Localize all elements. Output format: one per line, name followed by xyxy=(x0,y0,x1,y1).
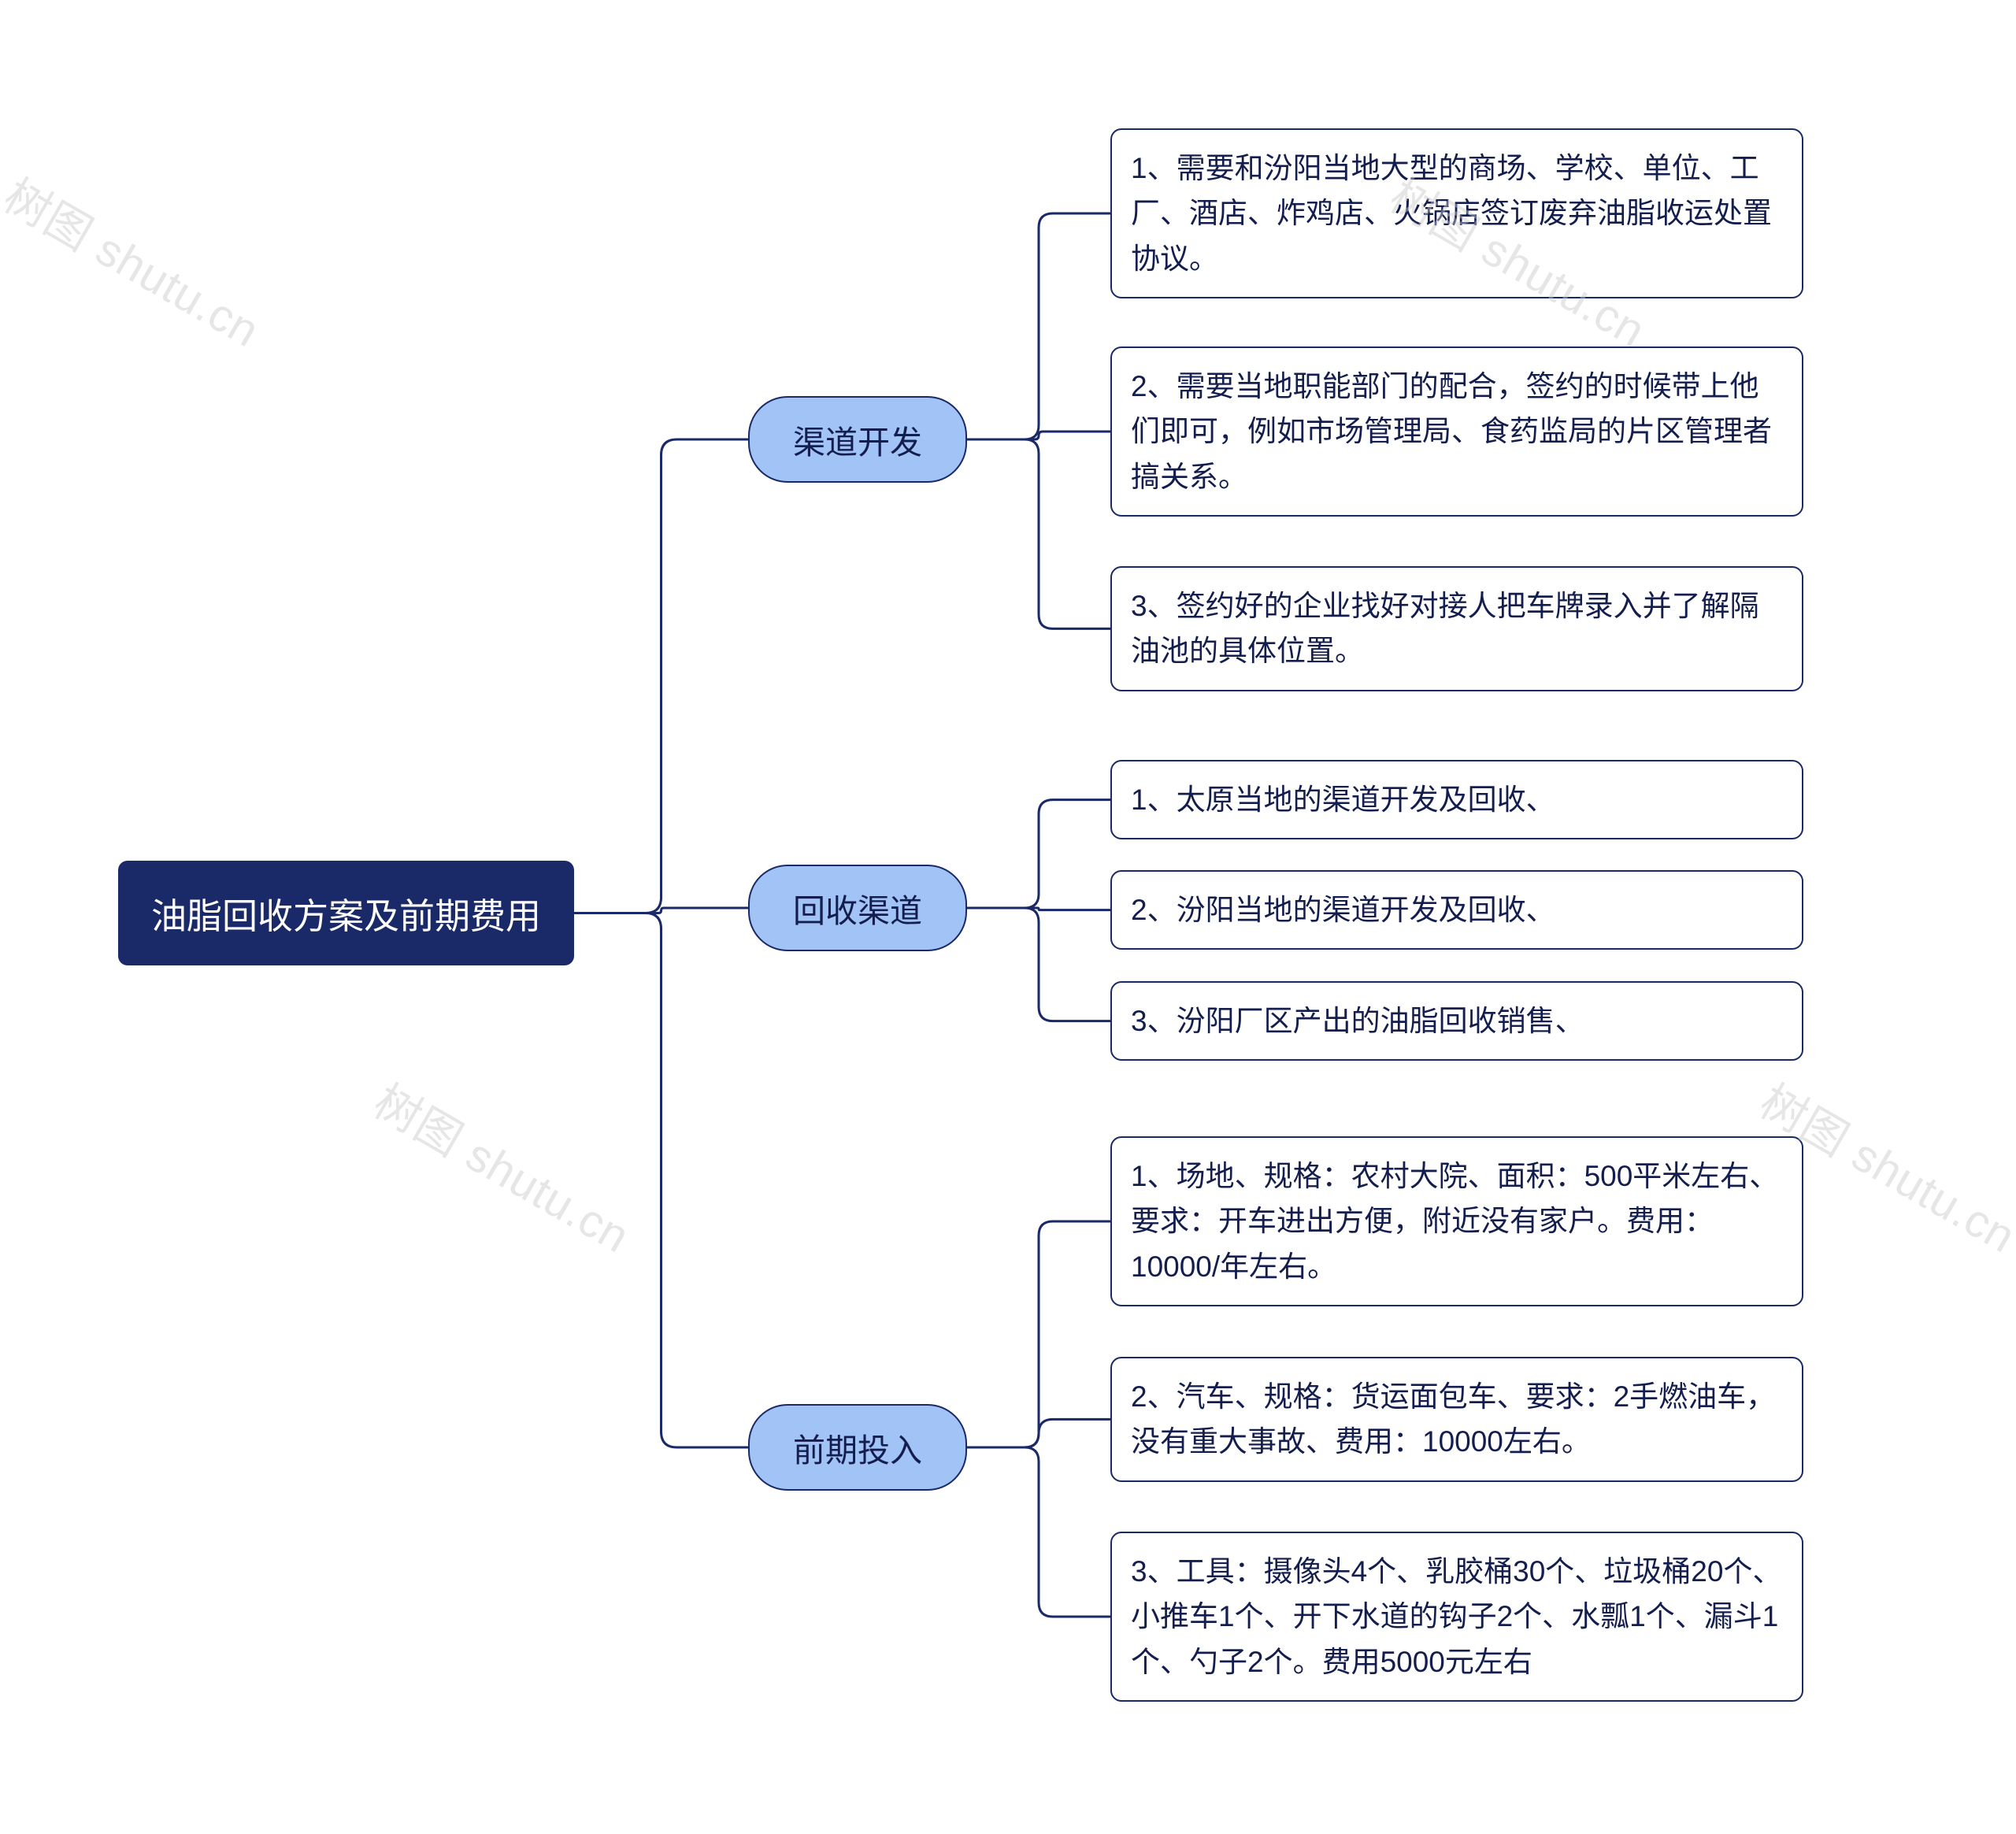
leaf-node: 2、汽车、规格：货运面包车、要求：2手燃油车，没有重大事故、费用：10000左右… xyxy=(1110,1357,1803,1482)
leaf-node: 3、工具：摄像头4个、乳胶桶30个、垃圾桶20个、小推车1个、开下水道的钩子2个… xyxy=(1110,1532,1803,1702)
branch-node-upfront-cost: 前期投入 xyxy=(748,1404,967,1491)
leaf-node: 3、汾阳厂区产出的油脂回收销售、 xyxy=(1110,981,1803,1061)
watermark: 树图 shutu.cn xyxy=(0,160,274,360)
watermark: 树图 shutu.cn xyxy=(364,1065,644,1265)
branch-node-channel-dev: 渠道开发 xyxy=(748,396,967,483)
leaf-node: 1、需要和汾阳当地大型的商场、学校、单位、工厂、酒店、炸鸡店、火锅店签订废弃油脂… xyxy=(1110,128,1803,298)
leaf-node: 2、需要当地职能部门的配合，签约的时候带上他们即可，例如市场管理局、食药监局的片… xyxy=(1110,346,1803,517)
root-node: 油脂回收方案及前期费用 xyxy=(118,861,574,965)
leaf-node: 1、场地、规格：农村大院、面积：500平米左右、要求：开车进出方便，附近没有家户… xyxy=(1110,1136,1803,1306)
leaf-node: 1、太原当地的渠道开发及回收、 xyxy=(1110,760,1803,839)
branch-node-recycle-channel: 回收渠道 xyxy=(748,865,967,951)
leaf-node: 2、汾阳当地的渠道开发及回收、 xyxy=(1110,870,1803,950)
leaf-node: 3、签约好的企业找好对接人把车牌录入并了解隔油池的具体位置。 xyxy=(1110,566,1803,691)
